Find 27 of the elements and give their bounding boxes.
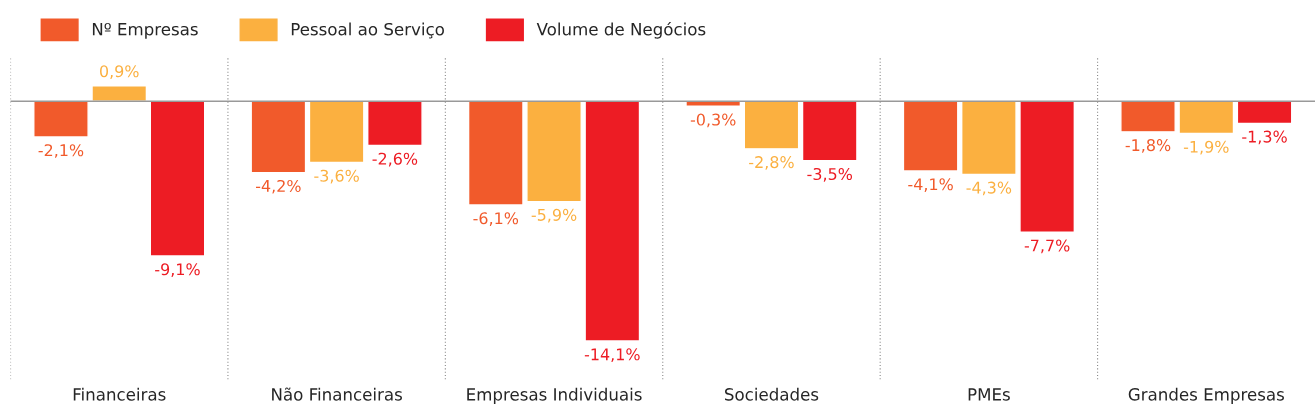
data-label: -3,6% (314, 169, 359, 184)
data-label: -0,3% (690, 113, 736, 128)
data-label: -2,1% (38, 144, 84, 158)
data-label: -7,7% (1024, 239, 1070, 254)
x-tick-label: Financeiras (73, 387, 166, 401)
legend-label: Volume de Negócios (536, 21, 706, 39)
data-label: 0,9% (99, 65, 139, 79)
data-label: -2,6% (372, 152, 418, 167)
data-label: -2,8% (749, 156, 794, 170)
data-label: -4,1% (908, 178, 953, 192)
data-label: -3,5% (807, 167, 853, 182)
data-label: -14,1% (584, 348, 640, 362)
x-tick-label: Não Financeiras (272, 387, 402, 401)
data-label: -4,3% (966, 181, 1012, 196)
data-label: -1,3% (1242, 130, 1287, 145)
data-label: -4,2% (255, 179, 301, 194)
x-tick-label: Empresas Individuais (467, 387, 642, 404)
x-tick-label: Grandes Empresas (1128, 387, 1284, 404)
legend-label: Pessoal ao Serviço (291, 22, 444, 39)
legend-label: Nº Empresas (92, 22, 198, 39)
data-label: -9,1% (155, 263, 200, 277)
x-tick-label: PMEs (968, 388, 1010, 401)
x-tick-label: Sociedades (725, 387, 819, 401)
data-label: -1,9% (1183, 140, 1229, 155)
data-label: -6,1% (473, 212, 519, 226)
data-label: -5,9% (531, 208, 577, 223)
data-label: -1,8% (1125, 139, 1171, 153)
